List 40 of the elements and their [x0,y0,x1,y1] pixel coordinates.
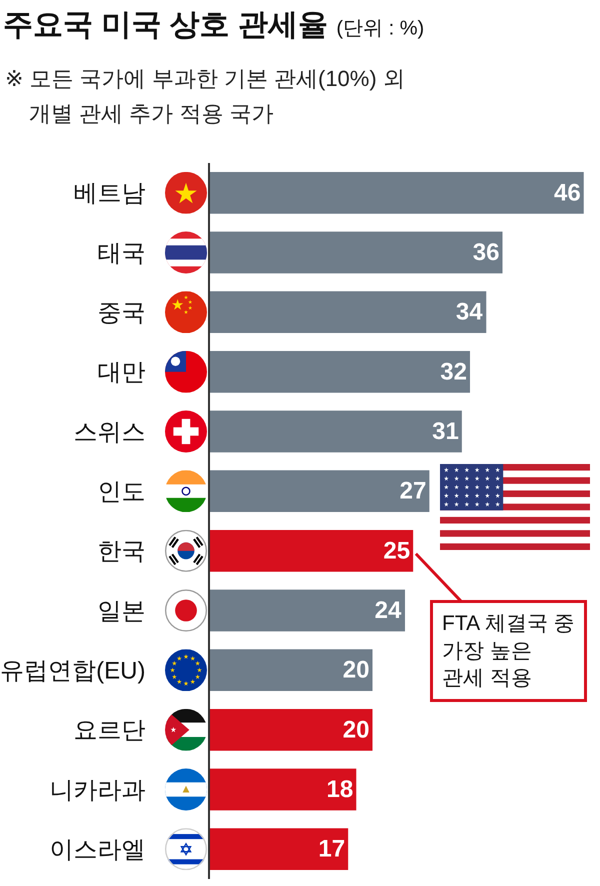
data-label: 20 [342,716,370,744]
data-label: 25 [383,537,410,564]
data-label: 34 [456,298,484,326]
bar [210,649,372,692]
chart-subtitle: ※ 모든 국가에 부과한 기본 관세(10%) 외 개별 관세 추가 적용 국가 [5,66,405,126]
y-tick-label: 중국 [97,300,146,327]
y-tick-label: 스위스 [73,418,146,446]
data-label: 24 [374,597,402,624]
y-tick-label: 일본 [97,598,146,625]
chart-title: 주요국 미국 상호 관세율 [3,8,328,42]
bar [210,470,430,512]
bar [210,232,502,274]
bar [210,172,584,214]
data-label: 31 [432,418,459,445]
bar [210,410,462,452]
bar [210,350,470,393]
y-tick-label: 대만 [97,359,146,386]
bar [210,530,414,572]
data-label: 32 [440,358,467,386]
y-tick-label: 인도 [97,478,146,506]
data-label: 18 [326,776,354,803]
bar [210,291,486,334]
y-tick-label: 한국 [97,538,146,566]
data-label: 46 [554,179,581,206]
y-tick-label: 니카라과 [49,776,146,804]
y-tick-label: 이스라엘 [49,836,146,864]
bar [210,708,372,751]
y-tick-label: 요르단 [73,717,146,744]
y-tick-label: 태국 [97,240,146,267]
data-label: 17 [318,836,346,863]
y-tick-label: 유럽연합(EU) [0,658,146,685]
data-label: 20 [342,656,370,684]
annotation: FTA 체결국 중 가장 높은 관세 적용 [442,612,575,690]
data-label: 36 [472,239,500,266]
bar [210,590,405,632]
bar [210,768,356,810]
bar [210,828,348,870]
text: (단위 : %) [336,18,424,40]
y-tick-label: 베트남 [73,180,146,208]
data-label: 27 [400,478,426,505]
